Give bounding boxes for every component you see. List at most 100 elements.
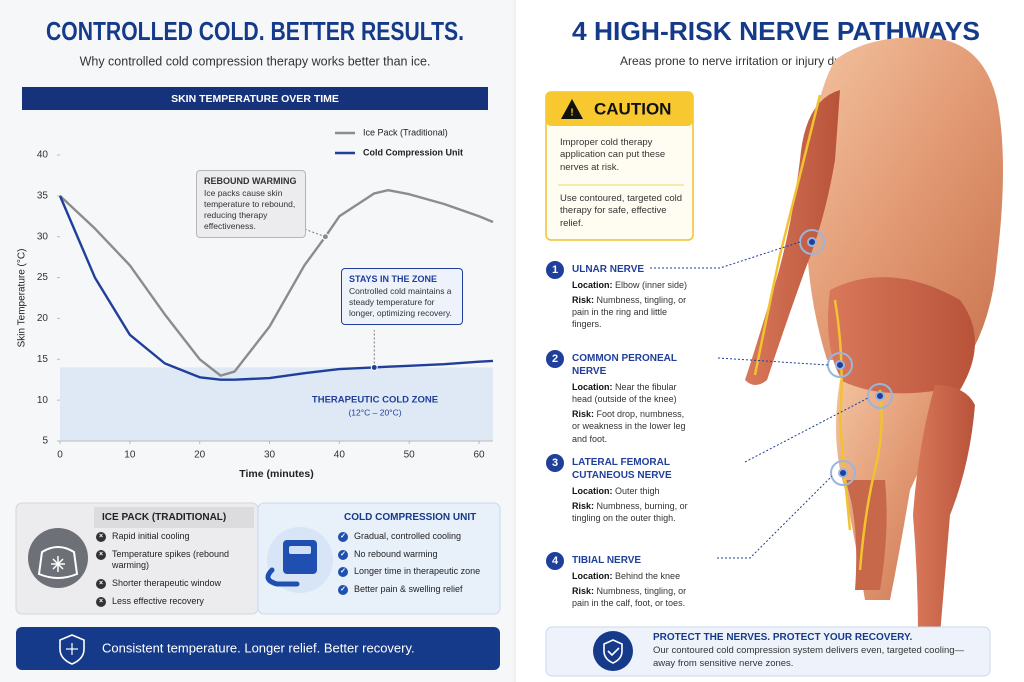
compare-item: ✓ No rebound warming bbox=[338, 549, 498, 561]
y-tick-label: 15 bbox=[37, 354, 49, 365]
risk-text: Foot drop, numbness, or weakness in the … bbox=[572, 409, 686, 444]
nerve-number: 3 bbox=[546, 454, 564, 472]
right-footer-title: PROTECT THE NERVES. PROTECT YOUR RECOVER… bbox=[653, 632, 913, 643]
x-tick-label: 40 bbox=[334, 450, 346, 461]
left-title: CONTROLLED COLD. BETTER RESULTS. bbox=[46, 16, 464, 46]
annotation-box: REBOUND WARMING Ice packs cause skin temp… bbox=[196, 170, 306, 239]
warning-mark: ! bbox=[570, 108, 573, 119]
x-tick-label: 30 bbox=[264, 450, 276, 461]
y-tick-label: 25 bbox=[37, 272, 49, 283]
body-illustration bbox=[650, 37, 1003, 635]
nerve-risk: Risk: Numbness, tingling, or pain in the… bbox=[572, 585, 692, 609]
nerve-entry: LATERAL FEMORAL CUTANEOUS NERVE Location:… bbox=[572, 456, 692, 524]
chart-title-bar bbox=[22, 87, 488, 110]
compare-title: ICE PACK (TRADITIONAL) bbox=[94, 507, 254, 528]
compare-item: ✓ Better pain & swelling relief bbox=[338, 584, 498, 596]
x-tick-label: 20 bbox=[194, 450, 206, 461]
annotation-leader bbox=[295, 225, 326, 238]
nerve-name: ULNAR NERVE bbox=[572, 264, 645, 275]
risk-label: Risk: bbox=[572, 295, 595, 306]
risk-text: Numbness, burning, or tingling on the ou… bbox=[572, 501, 688, 524]
annotation-text: Controlled cold maintains a steady tempe… bbox=[349, 286, 452, 319]
y-axis-label: Skin Temperature (°C) bbox=[17, 249, 28, 348]
compare-item: ✓ Longer time in therapeutic zone bbox=[338, 566, 498, 578]
nerve-entry: TIBIAL NERVE Location: Behind the knee Ris… bbox=[572, 554, 712, 609]
protect-icon bbox=[603, 639, 623, 664]
location-label: Location: bbox=[572, 486, 613, 496]
annotation-title: STAYS IN THE ZONE bbox=[349, 274, 438, 284]
right-footer-text: Our contoured cold compression system de… bbox=[653, 645, 965, 669]
caution-header bbox=[546, 92, 693, 126]
check-icon: ✓ bbox=[338, 549, 348, 560]
check-icon: ✓ bbox=[338, 532, 348, 542]
x-tick-label: 0 bbox=[57, 450, 63, 461]
legend-label: Cold Compression Unit bbox=[363, 147, 463, 157]
nerve-name: TIBIAL NERVE bbox=[572, 555, 642, 566]
nerve-number: 2 bbox=[546, 350, 564, 368]
ice-bag-icon bbox=[37, 546, 79, 579]
compare-item-text: Temperature spikes (rebound warming) bbox=[112, 548, 230, 571]
caution-text-2: Use contoured, targeted cold therapy for… bbox=[560, 193, 682, 229]
nerve-location: Location: Behind the knee bbox=[572, 570, 697, 582]
snowflake-icon bbox=[51, 556, 65, 572]
x-tick-label: 10 bbox=[124, 450, 136, 461]
nerve-location: Location: Outer thigh bbox=[572, 485, 697, 497]
compare-item: ✓ Gradual, controlled cooling bbox=[338, 531, 498, 543]
compare-list: ✓ Gradual, controlled cooling ✓ No rebound … bbox=[338, 531, 498, 602]
zone-label: THERAPEUTIC COLD ZONE bbox=[312, 395, 438, 406]
location-label: Location: bbox=[572, 571, 613, 581]
check-icon: ✓ bbox=[338, 567, 348, 578]
compare-item: × Temperature spikes (rebound warming) bbox=[96, 549, 246, 572]
annotation-point bbox=[370, 363, 378, 371]
annotation-point bbox=[321, 233, 329, 241]
compare-list: × Rapid initial cooling × Temperature spike… bbox=[96, 531, 246, 613]
compare-item: × Less effective recovery bbox=[96, 596, 246, 608]
zone-sublabel: (12°C – 20°C) bbox=[348, 407, 401, 417]
y-tick-label: 20 bbox=[37, 313, 49, 324]
compare-item-text: No rebound warming bbox=[354, 548, 438, 559]
cross-icon: × bbox=[96, 596, 106, 607]
cross-icon: × bbox=[96, 549, 106, 560]
location-label: Location: bbox=[572, 280, 613, 290]
left-footer: Consistent temperature. Longer relief. B… bbox=[102, 640, 415, 655]
nerve-location: Location: Elbow (inner side) bbox=[572, 279, 697, 291]
location-text: Behind the knee bbox=[615, 571, 681, 581]
nerve-name: LATERAL FEMORAL CUTANEOUS NERVE bbox=[572, 457, 672, 481]
footer-bar bbox=[16, 627, 500, 670]
compare-item-text: Rapid initial cooling bbox=[112, 531, 190, 541]
protect-icon-bg bbox=[593, 631, 633, 671]
nerve-entry: ULNAR NERVE Location: Elbow (inner side) R… bbox=[572, 263, 712, 331]
compare-title: COLD COMPRESSION UNIT bbox=[344, 512, 477, 523]
compare-item: × Shorter therapeutic window bbox=[96, 578, 246, 590]
compare-item: × Rapid initial cooling bbox=[96, 531, 246, 543]
risk-text: Numbness, tingling, or pain in the calf,… bbox=[572, 586, 687, 609]
chart: THERAPEUTIC COLD ZONE(12°C – 20°C) 5 10 15 2… bbox=[17, 127, 494, 480]
annotation-box: STAYS IN THE ZONE Controlled cold maintai… bbox=[341, 268, 463, 326]
compare-item-text: Better pain & swelling relief bbox=[354, 584, 463, 595]
unit-wrap bbox=[265, 567, 300, 587]
risk-label: Risk: bbox=[572, 501, 595, 512]
footer-snowflake bbox=[66, 643, 78, 655]
compare-item-text: Less effective recovery bbox=[112, 595, 204, 606]
annotation-text: Ice packs cause skin temperature to rebo… bbox=[204, 188, 296, 232]
annotation-title: REBOUND WARMING bbox=[204, 176, 297, 186]
caution-text-1: Improper cold therapy application can pu… bbox=[560, 137, 666, 173]
y-tick-label: 5 bbox=[42, 436, 48, 447]
legend-label: Ice Pack (Traditional) bbox=[363, 127, 448, 137]
nerve-risk: Risk: Numbness, tingling, or pain in the… bbox=[572, 294, 692, 330]
cross-icon: × bbox=[96, 532, 106, 542]
y-tick-label: 40 bbox=[37, 150, 49, 161]
location-text: Outer thigh bbox=[615, 486, 660, 496]
risk-text: Numbness, tingling, or pain in the ring … bbox=[572, 295, 687, 330]
location-label: Location: bbox=[572, 382, 613, 392]
nerve-risk: Risk: Numbness, burning, or tingling on … bbox=[572, 500, 692, 524]
location-text: Near the fibular head (outside of the kn… bbox=[572, 382, 677, 405]
caution-title: CAUTION bbox=[594, 99, 671, 118]
therapeutic-zone bbox=[60, 367, 493, 441]
check-icon: ✓ bbox=[338, 585, 348, 596]
unit-lid bbox=[289, 546, 311, 554]
nerve-name: COMMON PERONEAL NERVE bbox=[572, 353, 677, 377]
x-tick-label: 50 bbox=[404, 450, 416, 461]
x-tick-label: 60 bbox=[473, 450, 485, 461]
